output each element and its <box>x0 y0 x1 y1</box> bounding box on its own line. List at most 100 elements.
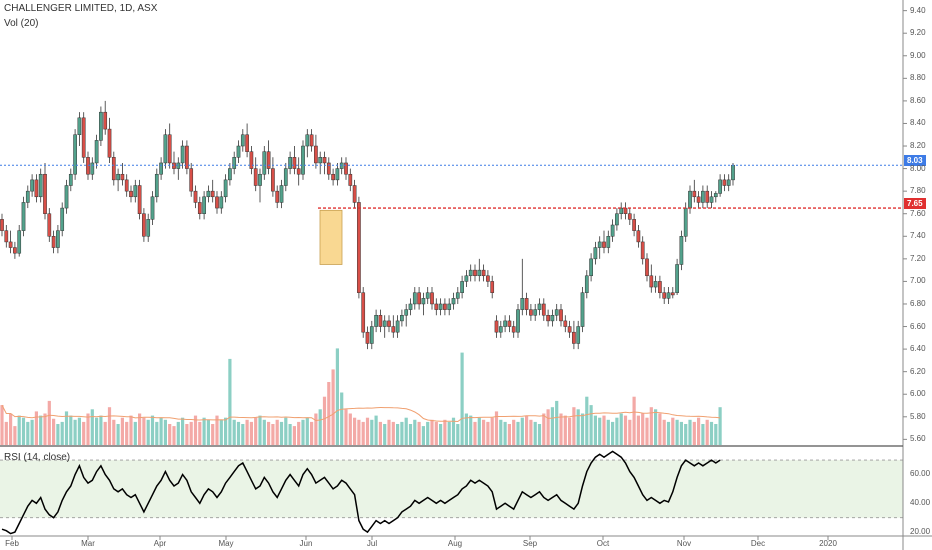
candle-body <box>17 230 22 254</box>
volume-bar <box>396 424 400 445</box>
volume-bar <box>353 417 357 445</box>
time-tick-label: Mar <box>81 539 95 548</box>
volume-bar <box>374 415 378 445</box>
candle-body <box>692 190 697 198</box>
volume-bar <box>499 419 503 445</box>
candle-body <box>696 196 701 203</box>
volume-bar <box>658 413 662 445</box>
candle-body <box>473 269 477 277</box>
candle-body <box>116 173 120 181</box>
chart-overlays <box>0 164 903 265</box>
volume-bar <box>701 424 705 445</box>
time-tick-label: Apr <box>153 539 167 548</box>
candle-body <box>451 298 456 305</box>
volume-bar <box>64 411 69 445</box>
candle-body <box>572 331 576 344</box>
volume-bar <box>99 415 103 445</box>
volume-bar <box>611 421 615 445</box>
candle-body <box>486 275 490 282</box>
candle-body <box>430 292 434 305</box>
price-tick-label: 7.40 <box>910 231 926 241</box>
volume-bar <box>593 415 597 445</box>
candle-body <box>189 168 194 192</box>
candle-body <box>236 145 241 158</box>
volume-bar <box>69 415 73 445</box>
candle-body <box>47 213 52 237</box>
volume-bar <box>679 421 683 445</box>
volume-bar <box>507 424 511 445</box>
candle-body <box>464 275 469 282</box>
candle-body <box>395 320 400 333</box>
candle-body <box>180 145 185 164</box>
volume-bar <box>56 424 60 445</box>
volume-bar <box>400 421 404 445</box>
volume-bar <box>365 417 370 445</box>
volume-bar <box>434 421 438 445</box>
time-tick-label: Sep <box>522 539 538 548</box>
volume-bar <box>0 405 4 445</box>
volume-bar <box>391 421 395 445</box>
candle-body <box>688 190 692 209</box>
volume-bar <box>666 421 671 445</box>
volume-bar <box>138 413 142 445</box>
candle-body <box>240 134 245 147</box>
volume-bar <box>249 421 253 445</box>
volume-bar <box>305 417 309 445</box>
volume-bar <box>675 419 679 445</box>
candle-body <box>387 320 391 327</box>
volume-bar <box>219 419 223 445</box>
candle-body <box>559 309 563 322</box>
candle-body <box>460 281 464 293</box>
candle-body <box>705 190 710 203</box>
volume-bar <box>288 424 292 445</box>
candle-body <box>219 196 224 209</box>
volume-bar <box>232 419 236 445</box>
volume-bar <box>120 417 124 445</box>
candle-body <box>253 168 258 186</box>
candle-body <box>615 213 619 226</box>
volume-bar <box>662 419 666 445</box>
volume-bar <box>378 421 382 445</box>
volume-bar <box>318 409 322 445</box>
time-tick-label: Aug <box>447 539 463 548</box>
volume-bar <box>90 409 94 445</box>
time-tick-label: Jul <box>366 539 378 548</box>
candle-body <box>137 185 142 214</box>
volume-bar <box>116 424 120 445</box>
volume-bar <box>512 419 516 445</box>
volume-bar <box>555 400 559 445</box>
symbol-title: CHALLENGER LIMITED, 1D, ASX <box>4 3 158 14</box>
candle-body <box>176 162 181 169</box>
volume-bar <box>292 426 296 445</box>
volume-bar <box>279 421 284 445</box>
volume-bar <box>103 421 107 445</box>
candle-body <box>258 173 262 186</box>
candle-body <box>731 164 735 181</box>
volume-bar <box>421 426 425 445</box>
candle-body <box>163 134 168 164</box>
volume-bar <box>546 409 550 445</box>
candle-body <box>447 303 452 310</box>
volume-bar <box>623 415 628 445</box>
candle-body <box>292 157 297 169</box>
volume-bar <box>30 419 34 445</box>
candle-body <box>223 179 228 198</box>
price-tick-label: 7.20 <box>910 253 926 263</box>
candle-body <box>279 185 284 203</box>
candle-body <box>249 151 254 169</box>
candle-body <box>481 269 486 277</box>
volume-bar <box>451 417 456 445</box>
price-tick-label: 6.40 <box>910 344 926 354</box>
time-tick-label: 2020 <box>819 539 837 548</box>
candle-body <box>335 168 340 181</box>
volume-bar <box>589 405 593 445</box>
candle-body <box>722 179 727 186</box>
volume-bar <box>671 417 675 445</box>
candle-body <box>503 320 507 327</box>
candle-body <box>245 134 249 152</box>
candle-body <box>266 151 271 169</box>
volume-bar <box>215 415 219 445</box>
time-tick-label: Nov <box>676 539 692 548</box>
volume-bar <box>26 421 30 445</box>
